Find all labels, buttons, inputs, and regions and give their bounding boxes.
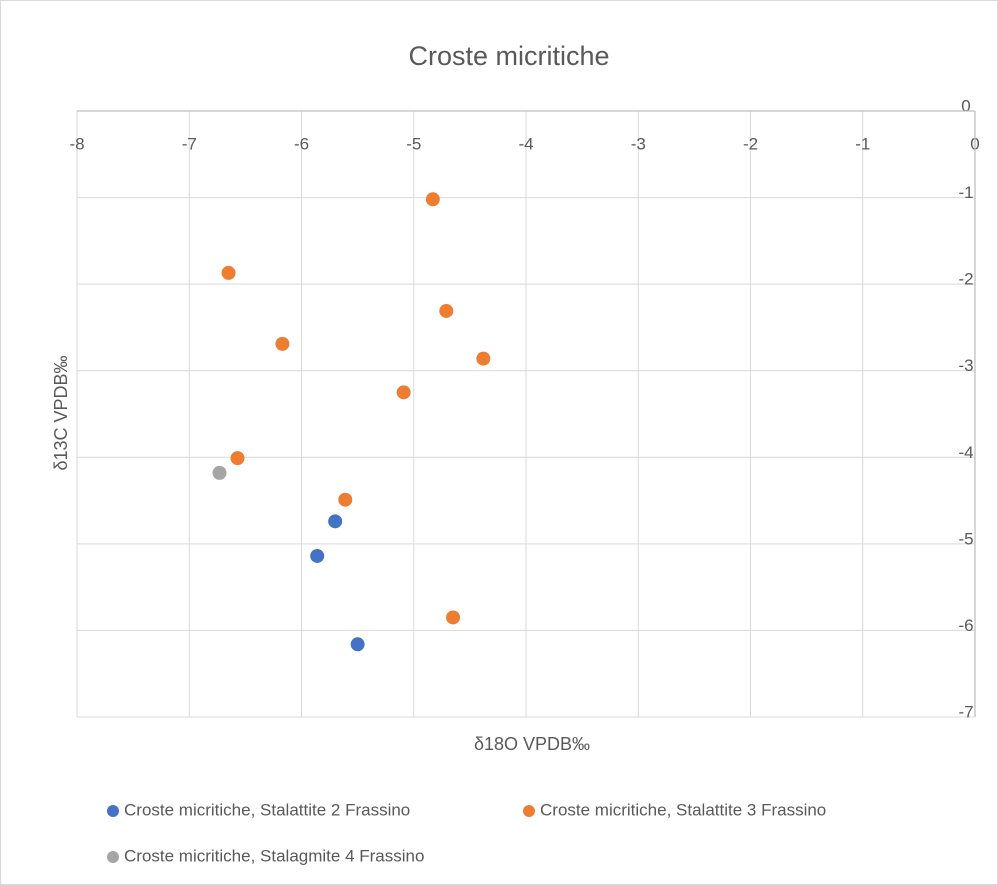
point (275, 336, 290, 351)
y-tick-label: -3 (958, 356, 973, 375)
y-axis-label: δ13C VPDB‰ (51, 355, 71, 470)
x-axis-label: δ18O VPDB‰ (474, 734, 590, 754)
point (310, 548, 325, 563)
point (328, 514, 343, 529)
legend-marker (107, 851, 119, 863)
legend-label: Croste micritiche, Stalattite 2 Frassino (124, 800, 410, 819)
y-tick-label: -5 (958, 529, 973, 548)
x-tick-label: -8 (69, 134, 84, 153)
y-tick-label: -1 (958, 183, 973, 202)
chart-title: Croste micritiche (408, 41, 609, 71)
x-tick-label: -4 (518, 134, 533, 153)
x-tick-label: -7 (182, 134, 197, 153)
point (338, 492, 353, 507)
y-tick-label: -2 (958, 270, 973, 289)
point (350, 637, 365, 652)
y-tick-label: 0 (961, 96, 970, 115)
x-tick-label: -5 (406, 134, 421, 153)
point (212, 465, 227, 480)
x-tick-label: -3 (631, 134, 646, 153)
point (425, 192, 440, 207)
legend-label: Croste micritiche, Stalattite 3 Frassino (540, 800, 826, 819)
x-tick-label: -2 (743, 134, 758, 153)
point (221, 265, 236, 280)
y-tick-label: -6 (958, 616, 973, 635)
x-tick-label: -1 (855, 134, 870, 153)
point (396, 385, 411, 400)
x-tick-label: -6 (294, 134, 309, 153)
point (230, 451, 245, 466)
legend-label: Croste micritiche, Stalagmite 4 Frassino (124, 846, 424, 865)
y-tick-label: -7 (958, 702, 973, 721)
point (476, 351, 491, 366)
point (439, 303, 454, 318)
legend-marker (107, 805, 119, 817)
y-tick-label: -4 (958, 443, 973, 462)
point (446, 610, 461, 625)
legend-marker (523, 805, 535, 817)
